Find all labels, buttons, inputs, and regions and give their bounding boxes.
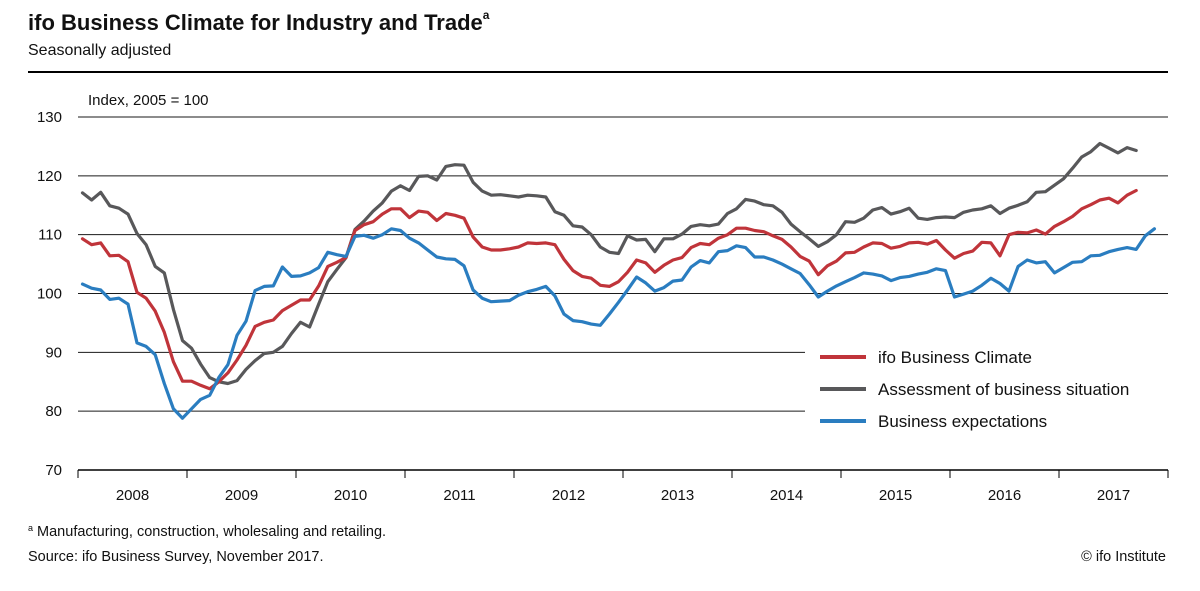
copyright-note: © ifo Institute (1081, 549, 1166, 565)
x-tick-label: 2012 (552, 487, 585, 504)
y-axis-label: Index, 2005 = 100 (88, 92, 209, 109)
y-axis-ticks: 70 80 90 100 110 120 130 (37, 109, 62, 479)
legend: ifo Business Climate Assessment of busine… (820, 348, 1129, 431)
x-tick-label: 2009 (225, 487, 258, 504)
legend-label: Assessment of business situation (878, 380, 1129, 399)
footnote-marker: a (28, 523, 34, 533)
x-axis: 2008 2009 2010 2011 2012 2013 2014 2015 2016 2017 (77, 469, 1169, 504)
x-tick-label: 2017 (1097, 487, 1130, 504)
legend-label: Business expectations (878, 412, 1047, 431)
chart-title: ifo Business Climate for Industry and Tr… (28, 8, 490, 35)
x-tick-label: 2010 (334, 487, 367, 504)
legend-label: ifo Business Climate (878, 348, 1032, 367)
y-tick-label: 90 (45, 344, 62, 361)
x-tick-label: 2013 (661, 487, 694, 504)
x-tick-label: 2011 (443, 487, 475, 504)
y-tick-label: 80 (45, 403, 62, 420)
x-tick-label: 2015 (879, 487, 912, 504)
chart-subtitle: Seasonally adjusted (28, 42, 172, 59)
series-line-business-expectations (80, 227, 1157, 420)
header-rule (28, 71, 1168, 73)
x-tick-label: 2008 (116, 487, 149, 504)
series-line-ifo-business-climate (80, 188, 1138, 391)
grid-lines (78, 116, 1168, 412)
y-tick-label: 100 (37, 286, 62, 303)
title-footnote-marker: a (482, 8, 490, 22)
y-tick-label: 110 (38, 227, 62, 244)
y-tick-label: 130 (37, 109, 62, 126)
source-note: Source: ifo Business Survey, November 20… (28, 549, 324, 565)
y-tick-label: 70 (45, 462, 62, 479)
footnote: a Manufacturing, construction, wholesali… (28, 523, 387, 540)
x-tick-label: 2016 (988, 487, 1021, 504)
series-line-assessment-of-business-situation (80, 141, 1138, 386)
series-lines (80, 141, 1157, 420)
x-tick-label: 2014 (770, 487, 803, 504)
y-tick-label: 120 (37, 168, 62, 185)
